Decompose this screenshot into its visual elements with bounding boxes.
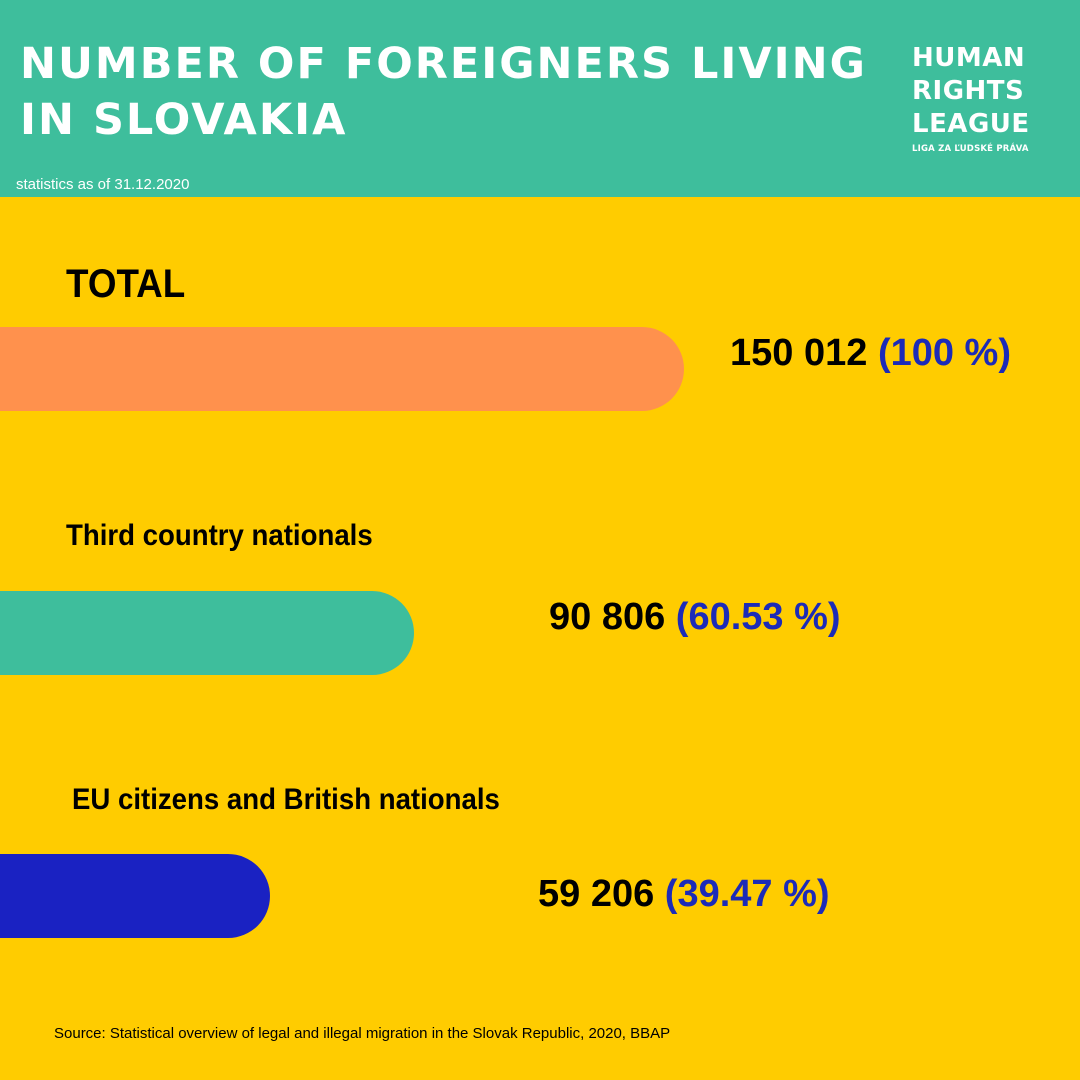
human-rights-league-logo: HUMAN RIGHTS LEAGUE LIGA ZA ĽUDSKÉ PRÁVA — [912, 42, 1062, 154]
category-label-eu-british: EU citizens and British nationals — [72, 783, 500, 816]
value-label-eu-british: 59 206 (39.47 %) — [538, 873, 830, 916]
value-count: 90 806 — [549, 596, 666, 638]
statistics-date: statistics as of 31.12.2020 — [16, 176, 190, 193]
category-label-total: TOTAL — [66, 262, 186, 306]
value-count: 150 012 — [730, 332, 868, 374]
bar-third-country — [0, 591, 415, 675]
value-count: 59 206 — [538, 873, 655, 915]
value-label-third-country: 90 806 (60.53 %) — [549, 596, 841, 639]
logo-line: LEAGUE — [912, 109, 1030, 139]
bar-eu-british — [0, 854, 270, 938]
bar-total — [0, 327, 684, 411]
logo-subline: LIGA ZA ĽUDSKÉ PRÁVA — [912, 144, 1029, 154]
logo-line: HUMAN — [912, 43, 1026, 73]
value-percent: (60.53 %) — [675, 596, 841, 638]
value-percent: (100 %) — [877, 332, 1011, 374]
category-label-third-country: Third country nationals — [66, 519, 373, 552]
value-percent: (39.47 %) — [664, 873, 830, 915]
header-banner: NUMBER OF FOREIGNERS LIVING IN SLOVAKIA … — [0, 0, 1080, 197]
logo-line: RIGHTS — [912, 76, 1025, 106]
page-title: NUMBER OF FOREIGNERS LIVING IN SLOVAKIA — [20, 39, 867, 145]
source-note: Source: Statistical overview of legal an… — [54, 1025, 671, 1042]
value-label-total: 150 012 (100 %) — [730, 332, 1011, 375]
